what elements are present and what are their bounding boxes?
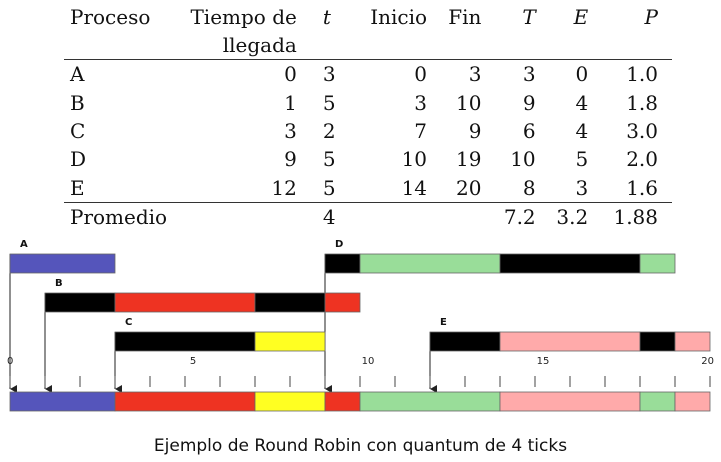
average-t: 4	[322, 205, 336, 230]
cell-T: 6	[522, 118, 536, 143]
axis-tick-label: 10	[362, 356, 375, 367]
process-label-b: B	[55, 278, 63, 289]
cell-E: 0	[575, 62, 589, 87]
header-process: Proceso	[70, 5, 151, 29]
process-label-d: D	[335, 239, 343, 250]
header-T: T	[522, 5, 536, 29]
cell-arrival: 0	[284, 62, 297, 87]
process-c-run-segment	[254, 331, 326, 352]
process-label-e: E	[440, 317, 447, 328]
cell-P: 2.0	[626, 147, 658, 172]
process-e-run-segment	[674, 331, 711, 352]
cell-process: D	[70, 147, 87, 172]
cell-end: 10	[455, 90, 482, 115]
header-end: Fin	[448, 5, 482, 29]
cell-T: 8	[522, 175, 536, 200]
cell-E: 5	[575, 147, 589, 172]
cell-P: 1.8	[626, 90, 658, 115]
cell-process: E	[70, 175, 85, 200]
process-e-wait-segment	[429, 331, 501, 352]
average-T: 7.2	[503, 205, 536, 230]
table-row: D 9 5 10 19 10 5 2.0	[64, 145, 672, 173]
cell-t: 5	[322, 147, 336, 172]
cell-E: 4	[575, 118, 589, 143]
axis-tick-label: 15	[537, 356, 550, 367]
process-e-run-segment	[499, 331, 641, 352]
header-t: t	[322, 5, 331, 29]
cell-process: C	[70, 118, 86, 143]
cell-E: 4	[575, 90, 589, 115]
cell-start: 14	[401, 175, 428, 200]
round-robin-gantt-diagram: A B C D E 0 5 10 15 20	[7, 239, 714, 412]
cell-arrival: 3	[284, 118, 297, 143]
cell-start: 0	[414, 62, 428, 87]
timeline-segment-e	[499, 391, 641, 412]
average-E: 3.2	[556, 205, 589, 230]
timeline-segment-a	[9, 391, 116, 412]
average-P: 1.88	[613, 205, 658, 230]
cell-start: 3	[414, 90, 428, 115]
cell-t: 5	[322, 90, 336, 115]
process-label-c: C	[125, 317, 132, 328]
process-c-wait-segment	[114, 331, 256, 352]
cell-end: 3	[468, 62, 482, 87]
cell-arrival: 12	[271, 175, 297, 200]
cell-arrival: 9	[284, 147, 297, 172]
timeline-segment-b	[114, 391, 256, 412]
timeline-segment-d	[639, 391, 676, 412]
process-a-run-segment	[9, 253, 116, 274]
timeline-segment-d	[359, 391, 501, 412]
cell-T: 10	[510, 147, 536, 172]
cell-start: 10	[401, 147, 428, 172]
cell-t: 2	[322, 118, 336, 143]
process-e-wait-segment	[639, 331, 676, 352]
cell-start: 7	[414, 118, 428, 143]
cell-T: 9	[522, 90, 536, 115]
table-row: C 3 2 7 9 6 4 3.0	[64, 117, 672, 145]
average-start-empty	[366, 202, 427, 231]
cell-end: 19	[455, 147, 482, 172]
average-arrival-empty	[185, 202, 297, 231]
timeline-segment-b	[324, 391, 361, 412]
process-label-a: A	[20, 239, 28, 250]
process-b-run-segment	[114, 292, 256, 313]
cell-arrival: 1	[284, 90, 297, 115]
diagram-caption: Ejemplo de Round Robin con quantum de 4 …	[153, 436, 568, 456]
process-d-wait-segment	[324, 253, 361, 274]
cell-end: 9	[468, 118, 482, 143]
cell-process: A	[70, 62, 85, 87]
table-row: A 0 3 0 3 3 0 1.0	[64, 60, 672, 89]
axis-tick-label: 20	[701, 356, 714, 367]
average-label: Promedio	[70, 205, 168, 230]
header-E: E	[573, 5, 589, 29]
header-start: Inicio	[370, 5, 428, 29]
table-average-row: Promedio 4 7.2 3.2 1.88	[64, 202, 672, 231]
table-row: B 1 5 3 10 9 4 1.8	[64, 88, 672, 116]
process-b-wait-segment	[254, 292, 326, 313]
cell-E: 3	[575, 175, 589, 200]
table-row: E 12 5 14 20 8 3 1.6	[64, 174, 672, 203]
cell-process: B	[70, 90, 85, 115]
scheduling-table: Proceso Tiempo de llegada t Inicio Fin T…	[64, 0, 672, 231]
process-b-run-segment	[324, 292, 361, 313]
cell-P: 3.0	[626, 118, 658, 143]
cell-t: 3	[322, 62, 336, 87]
cell-end: 20	[455, 175, 482, 200]
axis-tick-label: 5	[190, 356, 196, 367]
process-d-wait-segment	[499, 253, 641, 274]
cell-t: 5	[322, 175, 336, 200]
timeline-segment-e	[674, 391, 711, 412]
average-end-empty	[427, 202, 481, 231]
axis-tick-label: 0	[7, 356, 13, 367]
cell-P: 1.0	[626, 62, 658, 87]
process-d-run-segment	[359, 253, 501, 274]
process-b-wait-segment	[44, 292, 116, 313]
cell-T: 3	[522, 62, 536, 87]
table-header-row: Proceso Tiempo de llegada t Inicio Fin T…	[64, 0, 672, 60]
cell-P: 1.6	[626, 175, 658, 200]
header-arrival: Tiempo de llegada	[190, 5, 297, 57]
process-d-run-segment	[639, 253, 676, 274]
header-P: P	[644, 5, 658, 29]
timeline-segment-c	[254, 391, 326, 412]
